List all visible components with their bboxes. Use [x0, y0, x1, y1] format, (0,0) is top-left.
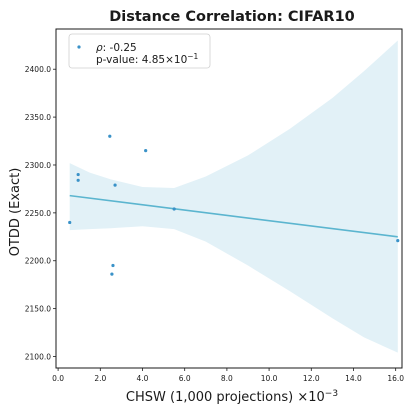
legend-pvalue-exponent: −1 — [187, 52, 198, 61]
x-tick-label: 8.0 — [221, 374, 233, 383]
legend-box — [68, 33, 211, 69]
legend-rho-symbol: ρ — [96, 42, 103, 54]
x-axis-label-text: CHSW (1,000 projections) ×10 — [126, 390, 325, 405]
x-axis-label: CHSW (1,000 projections) ×10−3 — [126, 389, 338, 405]
regression-line — [69, 194, 398, 238]
y-tick-label: 2400.0 — [25, 65, 51, 74]
plot-frame — [55, 28, 403, 369]
legend-marker-icon — [77, 45, 81, 49]
x-tick-label: 2.0 — [94, 374, 106, 383]
x-tick-label: 16.0 — [387, 374, 404, 383]
confidence-band — [69, 40, 398, 353]
scatter-points — [68, 134, 400, 276]
x-tick-label: 6.0 — [179, 374, 191, 383]
x-tick-label: 4.0 — [137, 374, 149, 383]
y-tick-label: 2200.0 — [25, 257, 51, 266]
legend: ρ: -0.25 p-value: 4.85×10−1 — [68, 33, 211, 69]
data-point — [110, 272, 114, 276]
y-tick-label: 2250.0 — [25, 209, 51, 218]
x-tick-label: 12.0 — [303, 374, 320, 383]
data-point — [113, 183, 117, 187]
data-point — [108, 134, 112, 138]
y-axis-label: OTDD (Exact) — [8, 168, 23, 257]
chart-title: Distance Correlation: CIFAR10 — [109, 9, 355, 25]
data-point — [76, 172, 80, 177]
plot-area — [55, 28, 403, 369]
x-tick-label: 10.0 — [261, 374, 278, 383]
data-point — [68, 220, 72, 225]
data-point — [111, 263, 115, 268]
x-tick-label: 0.0 — [52, 374, 64, 383]
data-point — [396, 239, 400, 243]
x-axis-label-exponent: −3 — [325, 389, 338, 399]
legend-rho-value: : -0.25 — [103, 42, 137, 54]
data-point — [172, 207, 176, 211]
legend-pvalue-label: p-value: 4.85×10 — [96, 54, 187, 66]
x-tick-label: 14.0 — [345, 374, 362, 383]
y-tick-label: 2300.0 — [25, 161, 51, 170]
x-axis-ticks: 0.0 2.0 4.0 6.0 8.0 10.0 12.0 14.0 16.0 — [52, 368, 404, 383]
y-tick-label: 2150.0 — [25, 305, 51, 314]
data-point — [76, 178, 80, 182]
legend-pvalue-entry: p-value: 4.85×10−1 — [96, 52, 199, 66]
legend-rho-entry: ρ: -0.25 — [96, 42, 137, 54]
data-point — [144, 149, 148, 153]
y-tick-label: 2350.0 — [25, 113, 51, 122]
y-axis-ticks: 2100.0 2150.0 2200.0 2250.0 2300.0 2350.0 2400… — [25, 65, 56, 362]
y-tick-label: 2100.0 — [25, 353, 51, 362]
